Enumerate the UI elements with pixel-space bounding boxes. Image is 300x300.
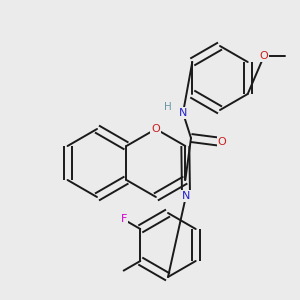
Text: O: O <box>218 137 226 147</box>
Text: N: N <box>182 191 190 201</box>
Text: H: H <box>164 102 172 112</box>
Text: O: O <box>152 124 160 134</box>
Text: F: F <box>121 214 127 224</box>
Text: O: O <box>260 51 268 61</box>
Text: N: N <box>179 108 187 118</box>
